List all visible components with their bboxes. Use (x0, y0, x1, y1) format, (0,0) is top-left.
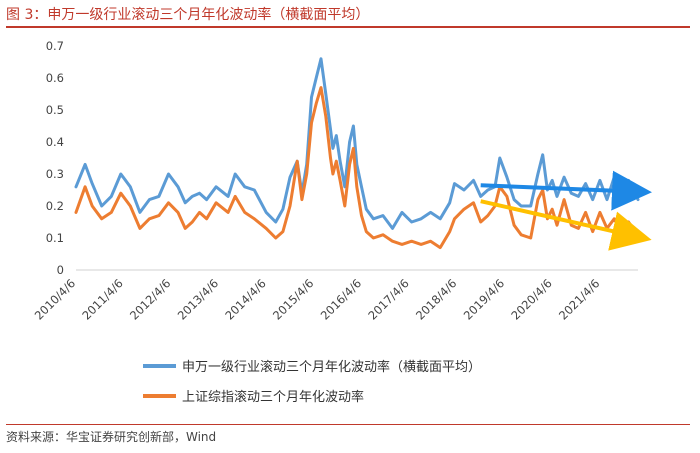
x-tick-label: 2020/4/6 (508, 276, 554, 322)
x-tick-label: 2014/4/6 (222, 276, 268, 322)
x-tick-label: 2012/4/6 (127, 276, 173, 322)
y-tick-label: 0.6 (46, 71, 64, 85)
y-tick-label: 0.4 (46, 135, 64, 149)
x-tick-label: 2011/4/6 (79, 276, 125, 322)
legend-label: 上证综指滚动三个月年化波动率 (182, 389, 364, 405)
trend-arrows (480, 170, 652, 251)
y-tick-label: 0 (57, 263, 64, 277)
source-divider (6, 424, 690, 425)
title-divider (6, 26, 690, 28)
x-tick-label: 2021/4/6 (556, 276, 602, 322)
trend-arrow-yellow (480, 199, 652, 251)
x-tick-label: 2015/4/6 (270, 276, 316, 322)
y-axis: 0 0.1 0.2 0.3 0.4 0.5 0.6 0.7 (46, 39, 64, 277)
legend-label: 申万一级行业滚动三个月年化波动率（横截面平均） (182, 359, 481, 375)
x-tick-label: 2019/4/6 (461, 276, 507, 322)
y-tick-label: 0.1 (46, 231, 64, 245)
x-axis: 2010/4/6 2011/4/6 2012/4/6 2013/4/6 2014/4/6… (32, 269, 638, 323)
legend: 申万一级行业滚动三个月年化波动率（横截面平均） 上证综指滚动三个月年化波动率 (143, 359, 481, 405)
x-tick-label: 2018/4/6 (413, 276, 459, 322)
x-tick-label: 2010/4/6 (32, 276, 78, 322)
source-note: 资料来源：华宝证券研究创新部，Wind (6, 430, 217, 444)
y-tick-label: 0.3 (46, 167, 64, 181)
y-tick-label: 0.5 (46, 103, 64, 117)
x-tick-label: 2017/4/6 (365, 276, 411, 322)
chart-title: 图 3：申万一级行业滚动三个月年化波动率（横截面平均） (6, 7, 370, 23)
y-tick-label: 0.7 (46, 39, 64, 53)
y-tick-label: 0.2 (46, 199, 64, 213)
trend-arrow-blue (480, 170, 652, 211)
x-tick-label: 2013/4/6 (175, 276, 221, 322)
series-line-industry-avg (74, 57, 640, 230)
x-tick-label: 2016/4/6 (318, 276, 364, 322)
